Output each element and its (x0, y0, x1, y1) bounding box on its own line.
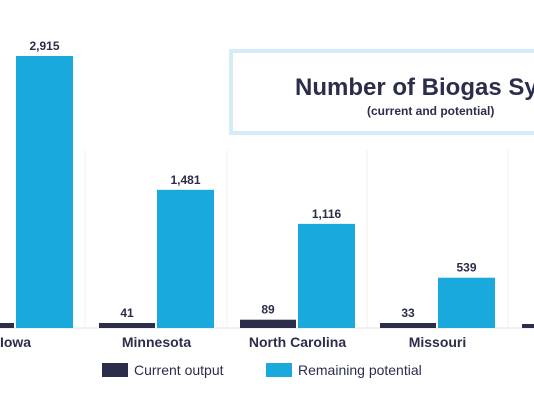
data-label-remaining: 539 (456, 261, 476, 275)
title-box: Number of Biogas Syst (current and poten… (229, 49, 534, 135)
data-label-current: 89 (261, 303, 275, 317)
legend-label-current: Current output (134, 362, 224, 378)
legend-label-remaining: Remaining potential (298, 362, 422, 378)
bar-current (380, 323, 436, 328)
category-label: Missouri (409, 334, 467, 350)
bar-current-partial (522, 324, 534, 328)
category-label: Iowa (0, 334, 31, 350)
data-label-current: 33 (401, 306, 415, 320)
legend-swatch-current (102, 363, 128, 377)
chart-subtitle: (current and potential) (367, 104, 495, 118)
chart-title: Number of Biogas Syst (295, 74, 534, 101)
data-label-current: 41 (120, 306, 134, 320)
legend-swatch-remaining (266, 363, 292, 377)
data-label-remaining: 1,116 (312, 207, 342, 221)
bar-remaining (298, 223, 355, 328)
data-label-remaining: 2,915 (29, 39, 59, 53)
bar-remaining (438, 277, 495, 328)
bar-current (0, 323, 14, 328)
category-label: Minnesota (122, 334, 191, 350)
bar-current (99, 323, 155, 328)
bar-remaining (157, 189, 214, 328)
bar-current (240, 319, 296, 328)
category-label: North Carolina (249, 334, 346, 350)
bar-remaining (16, 56, 73, 328)
data-label-remaining: 1,481 (170, 173, 200, 187)
